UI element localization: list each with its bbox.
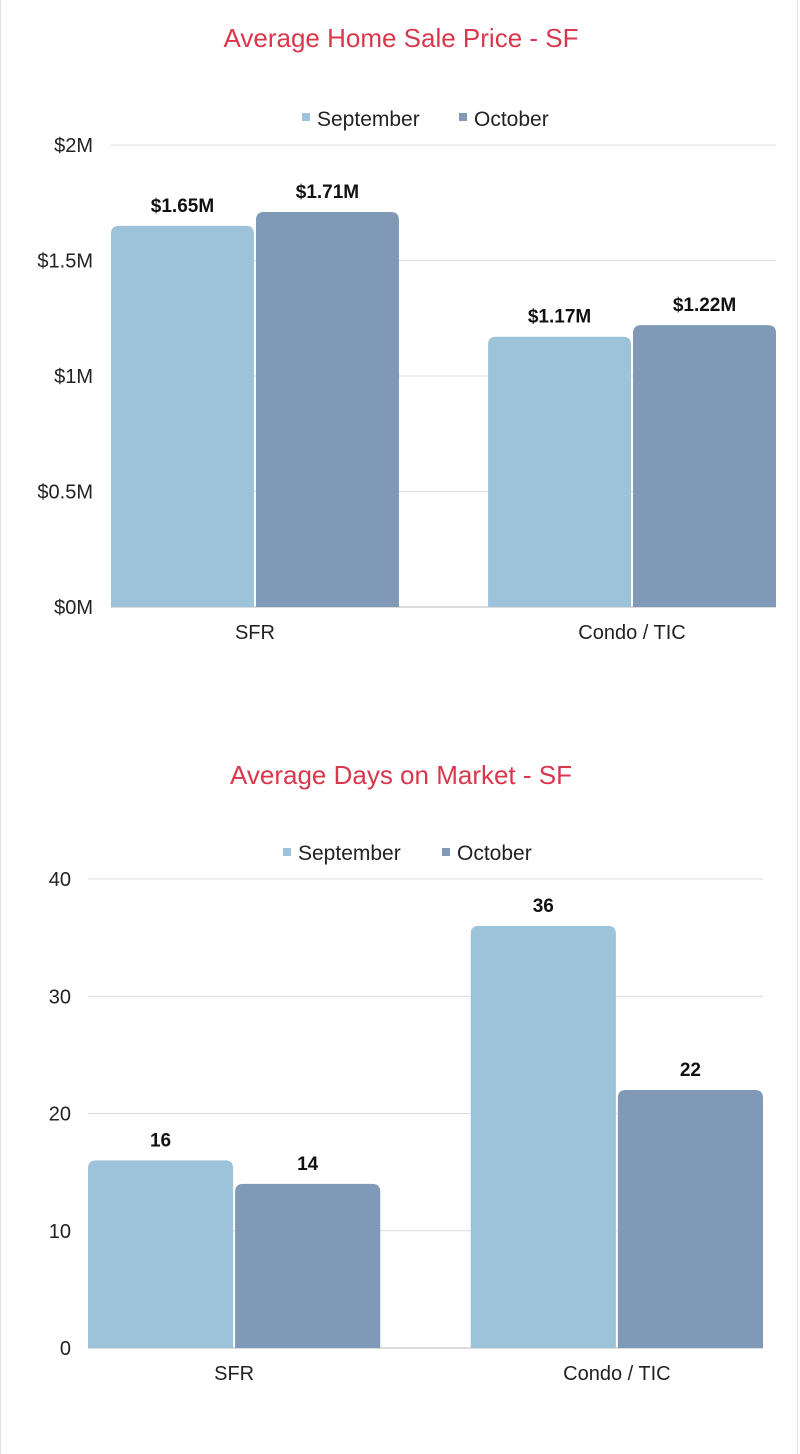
bar-september-1 xyxy=(470,925,616,1348)
legend: September October xyxy=(302,108,549,131)
legend-swatch-october xyxy=(442,848,450,856)
legend-swatch-september xyxy=(302,113,310,121)
chart-title: Average Days on Market - SF xyxy=(230,760,572,790)
bar-september-1 xyxy=(488,336,632,607)
bar-september-0 xyxy=(111,225,254,607)
y-tick-label: $1.5M xyxy=(37,251,93,273)
y-tick-label: $0.5M xyxy=(37,482,93,504)
y-tick-label: 40 xyxy=(49,869,71,891)
bar-october-1 xyxy=(633,325,776,607)
bar-september-0 xyxy=(88,1160,234,1348)
legend-label-october: October xyxy=(457,842,532,865)
y-tick-label: 20 xyxy=(49,1104,71,1126)
data-label: 16 xyxy=(150,1130,171,1151)
x-category-label: Condo / TIC xyxy=(563,1363,670,1385)
data-label: $1.71M xyxy=(296,182,359,203)
legend-swatch-october xyxy=(459,113,467,121)
y-tick-label: 10 xyxy=(49,1221,71,1243)
data-label: $1.65M xyxy=(151,196,214,217)
data-label: 22 xyxy=(680,1060,701,1081)
y-tick-label: $0M xyxy=(54,597,93,619)
chart-average-home-sale-price: Average Home Sale Price - SF September O… xyxy=(37,23,776,644)
data-label: $1.22M xyxy=(673,295,736,316)
data-label: 14 xyxy=(297,1154,319,1175)
y-tick-label: $1M xyxy=(54,366,93,388)
legend: September October xyxy=(283,842,532,865)
data-label: 36 xyxy=(533,896,554,917)
y-tick-label: $2M xyxy=(54,135,93,157)
legend-label-october: October xyxy=(474,108,549,131)
x-category-label: Condo / TIC xyxy=(578,622,685,644)
x-category-label: SFR xyxy=(214,1363,254,1385)
y-tick-label: 30 xyxy=(49,986,71,1008)
chart-average-days-on-market: Average Days on Market - SF September Oc… xyxy=(49,760,763,1385)
bar-october-0 xyxy=(235,1183,381,1348)
data-label: $1.17M xyxy=(528,307,591,328)
x-category-label: SFR xyxy=(235,622,275,644)
bar-october-0 xyxy=(255,211,399,608)
legend-swatch-september xyxy=(283,848,291,856)
bar-october-1 xyxy=(617,1090,763,1348)
chart-title: Average Home Sale Price - SF xyxy=(224,23,579,53)
legend-label-september: September xyxy=(298,842,401,865)
y-tick-label: 0 xyxy=(60,1338,71,1360)
legend-label-september: September xyxy=(317,108,420,131)
